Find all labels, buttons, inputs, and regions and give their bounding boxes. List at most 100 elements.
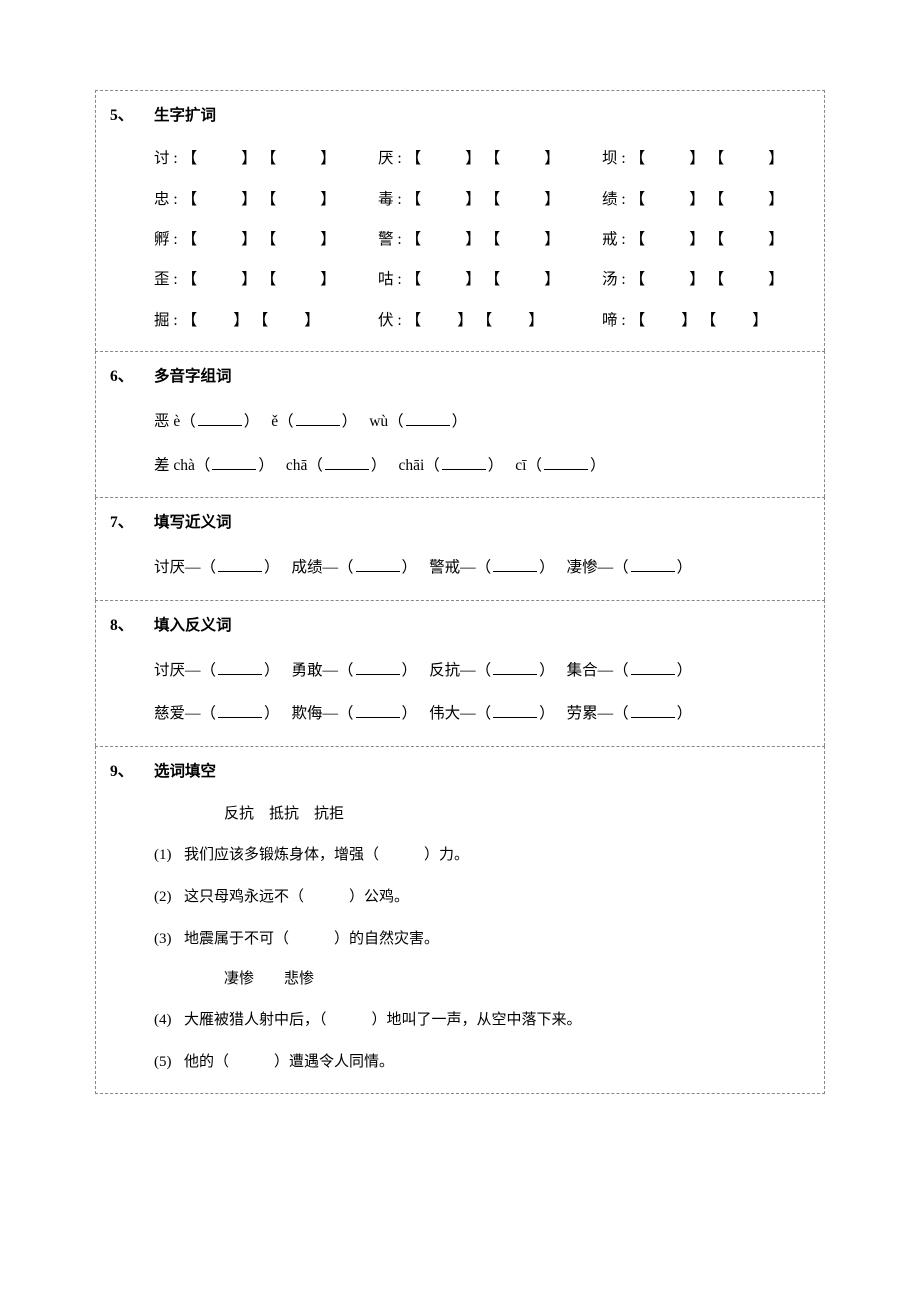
expansion-cluster: 讨 :【】【】 — [154, 139, 362, 179]
text-span: ） — [452, 413, 468, 430]
bracket-open: 【 — [406, 301, 422, 341]
fill-blank[interactable] — [356, 557, 400, 573]
text-span: ） — [590, 457, 606, 474]
expansion-cluster: 绩 :【】【】 — [602, 180, 810, 220]
text-span: ） — [371, 457, 387, 474]
item-post: 地叫了一声，从空中落下来。 — [387, 1012, 582, 1028]
expansion-row: 掘 :【】【】伏 :【】【】啼 :【】【】 — [154, 301, 810, 341]
expansion-cluster: 警 :【】【】 — [378, 220, 586, 260]
question-body: 填入反义词 讨厌—（） 勇敢—（） 反抗—（） 集合—（）慈爱—（） 欺侮—（）… — [154, 613, 810, 736]
item-pre: 这只母鸡永远不 — [184, 889, 289, 905]
bracket-open: 【 — [406, 180, 422, 220]
fill-blank[interactable] — [356, 703, 400, 719]
text-span: ） — [539, 662, 555, 679]
bracket-open: 【 — [630, 260, 646, 300]
char-label: 毒 : — [378, 180, 402, 220]
fill-blank[interactable] — [296, 411, 340, 427]
char-label: 忠 : — [154, 180, 178, 220]
fill-blank[interactable] — [631, 660, 675, 676]
question-number: 7、 — [110, 510, 154, 536]
item-pre: 大雁被猎人射中后， — [184, 1012, 319, 1028]
char-label: 咕 : — [378, 260, 402, 300]
item-number: (2) — [154, 876, 184, 918]
text-span: 讨厌—（ — [154, 559, 216, 576]
expansion-cluster: 孵 :【】【】 — [154, 220, 362, 260]
gap — [417, 649, 429, 692]
text-span: ） — [539, 559, 555, 576]
text-line: 恶 è（） ě（） wù（） — [154, 400, 810, 443]
fill-choice-body: 反抗 抵抗 抗拒(1)我们应该多锻炼身体，增强（ ）力。(2)这只母鸡永远不（ … — [154, 795, 810, 1083]
question-6: 6、 多音字组词 恶 è（） ě（） wù（）差 chà（） chā（） chā… — [95, 351, 825, 497]
fill-blank[interactable] — [218, 660, 262, 676]
text-span: ） — [402, 559, 418, 576]
fill-item: (5)他的（ ）遭遇令人同情。 — [154, 1041, 810, 1083]
question-title: 选词填空 — [154, 759, 810, 785]
fill-blank[interactable] — [218, 703, 262, 719]
fill-blank[interactable] — [493, 557, 537, 573]
bracket-open: 【 — [630, 220, 646, 260]
gap — [274, 444, 286, 487]
paren-blank[interactable]: （ ） — [274, 931, 349, 947]
fill-blank[interactable] — [493, 660, 537, 676]
text-span: ） — [264, 559, 280, 576]
expansion-cluster: 掘 :【】【】 — [154, 301, 362, 341]
text-span: ） — [264, 662, 280, 679]
text-span: ） — [258, 457, 274, 474]
fill-blank[interactable] — [356, 660, 400, 676]
bracket-close: 】 — [233, 301, 249, 341]
bracket-open: 【 — [261, 260, 277, 300]
paren-blank[interactable]: （ ） — [214, 1054, 289, 1070]
text-span: chā（ — [286, 457, 323, 474]
expansion-cluster: 忠 :【】【】 — [154, 180, 362, 220]
synonym-lines: 讨厌—（） 成绩—（） 警戒—（） 凄惨—（） — [154, 546, 810, 589]
question-title: 填写近义词 — [154, 510, 810, 536]
gap — [259, 400, 271, 443]
paren-blank[interactable]: （ ） — [364, 847, 439, 863]
item-number: (5) — [154, 1041, 184, 1083]
antonym-lines: 讨厌—（） 勇敢—（） 反抗—（） 集合—（）慈爱—（） 欺侮—（） 伟大—（）… — [154, 649, 810, 736]
fill-blank[interactable] — [544, 454, 588, 470]
text-span: 欺侮—（ — [292, 705, 354, 722]
bracket-open: 【 — [485, 220, 501, 260]
text-span: 凄惨—（ — [567, 559, 629, 576]
bracket-open: 【 — [261, 180, 277, 220]
question-number: 6、 — [110, 364, 154, 390]
expansion-cluster: 坝 :【】【】 — [602, 139, 810, 179]
item-post: 的自然灾害。 — [349, 931, 439, 947]
fill-blank[interactable] — [212, 454, 256, 470]
bracket-open: 【 — [253, 301, 269, 341]
text-span: ě（ — [271, 413, 293, 430]
fill-blank[interactable] — [493, 703, 537, 719]
gap — [555, 692, 567, 735]
fill-blank[interactable] — [198, 411, 242, 427]
paren-blank[interactable]: （ ） — [289, 889, 364, 905]
text-span: 慈爱—（ — [154, 705, 216, 722]
text-span: chāi（ — [398, 457, 439, 474]
fill-blank[interactable] — [442, 454, 486, 470]
question-body: 生字扩词 讨 :【】【】厌 :【】【】坝 :【】【】忠 :【】【】毒 :【】【】… — [154, 103, 810, 341]
expansion-cluster: 啼 :【】【】 — [602, 301, 810, 341]
fill-blank[interactable] — [631, 703, 675, 719]
text-span: 警戒—（ — [429, 559, 491, 576]
fill-blank[interactable] — [631, 557, 675, 573]
bracket-close: 】 — [465, 139, 481, 179]
polyphone-lines: 恶 è（） ě（） wù（）差 chà（） chā（） chāi（） cī（） — [154, 400, 810, 487]
expansion-row: 忠 :【】【】毒 :【】【】绩 :【】【】 — [154, 180, 810, 220]
paren-blank[interactable]: （ ） — [319, 1012, 387, 1028]
item-post: 力。 — [439, 847, 469, 863]
fill-blank[interactable] — [218, 557, 262, 573]
bracket-close: 】 — [320, 220, 336, 260]
bracket-open: 【 — [485, 139, 501, 179]
expansion-cluster: 咕 :【】【】 — [378, 260, 586, 300]
expansion-cluster: 戒 :【】【】 — [602, 220, 810, 260]
expansion-cluster: 汤 :【】【】 — [602, 260, 810, 300]
question-title: 多音字组词 — [154, 364, 810, 390]
fill-blank[interactable] — [325, 454, 369, 470]
gap — [555, 546, 567, 589]
item-post: 公鸡。 — [364, 889, 409, 905]
bracket-open: 【 — [709, 260, 725, 300]
fill-blank[interactable] — [406, 411, 450, 427]
text-span: 恶 è（ — [154, 413, 196, 430]
bracket-open: 【 — [182, 260, 198, 300]
item-number: (1) — [154, 834, 184, 876]
